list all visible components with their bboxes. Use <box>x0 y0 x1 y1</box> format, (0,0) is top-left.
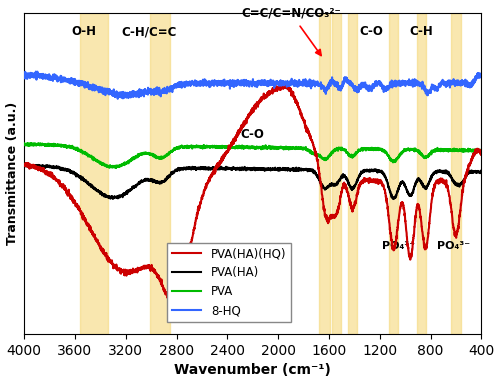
PVA(HA)(HQ) <box>282 82 288 87</box>
PVA(HA) <box>196 166 202 171</box>
PVA(HA)(HQ) <box>170 303 176 307</box>
8-HQ <box>196 81 202 85</box>
Text: PO₄³⁻: PO₄³⁻ <box>437 241 470 250</box>
PVA <box>420 155 426 159</box>
Text: C-O: C-O <box>359 25 383 38</box>
PVA(HA) <box>216 165 222 170</box>
Bar <box>150 13 170 334</box>
PVA(HA) <box>100 193 106 198</box>
Text: C-H: C-H <box>410 25 434 38</box>
8-HQ <box>21 74 27 78</box>
PVA(HA)(HQ) <box>216 163 222 168</box>
Text: C-O: C-O <box>241 128 264 141</box>
Bar <box>320 13 330 334</box>
PVA(HA)(HQ) <box>21 164 27 168</box>
PVA <box>28 141 34 145</box>
8-HQ <box>33 69 39 74</box>
Line: PVA(HA): PVA(HA) <box>24 165 481 199</box>
8-HQ <box>216 82 222 87</box>
PVA(HA) <box>420 184 426 189</box>
PVA(HA)(HQ) <box>470 155 476 159</box>
Text: O-H: O-H <box>72 25 96 38</box>
PVA <box>21 141 27 146</box>
X-axis label: Wavenumber (cm⁻¹): Wavenumber (cm⁻¹) <box>174 363 331 377</box>
PVA(HA) <box>470 170 476 174</box>
PVA(HA)(HQ) <box>196 203 202 207</box>
PVA <box>100 161 106 166</box>
PVA(HA) <box>478 169 484 173</box>
PVA(HA)(HQ) <box>420 237 426 242</box>
PVA <box>478 148 484 153</box>
PVA <box>113 165 119 170</box>
8-HQ <box>114 97 120 101</box>
8-HQ <box>74 81 80 85</box>
Line: PVA: PVA <box>24 143 481 168</box>
Bar <box>451 13 461 334</box>
Text: C-H/C=C: C-H/C=C <box>121 25 176 38</box>
Line: PVA(HA)(HQ): PVA(HA)(HQ) <box>24 85 481 305</box>
Bar <box>348 13 357 334</box>
PVA(HA)(HQ) <box>74 204 80 208</box>
Legend: PVA(HA)(HQ), PVA(HA), PVA, 8-HQ: PVA(HA)(HQ), PVA(HA), PVA, 8-HQ <box>167 243 291 322</box>
Bar <box>389 13 398 334</box>
8-HQ <box>478 74 484 78</box>
Bar <box>332 13 341 334</box>
Line: 8-HQ: 8-HQ <box>24 72 481 99</box>
PVA <box>470 148 476 152</box>
PVA(HA) <box>21 162 27 167</box>
Y-axis label: Transmittance (a.u.): Transmittance (a.u.) <box>6 102 18 245</box>
PVA <box>196 144 202 149</box>
PVA(HA) <box>74 173 80 177</box>
PVA(HA)(HQ) <box>478 152 484 157</box>
8-HQ <box>470 81 476 86</box>
Bar <box>80 13 108 334</box>
PVA(HA) <box>390 197 396 201</box>
PVA <box>74 147 80 152</box>
Bar <box>417 13 426 334</box>
PVA <box>216 144 222 149</box>
Text: C=C/C=N/CO₃²⁻: C=C/C=N/CO₃²⁻ <box>241 6 340 19</box>
8-HQ <box>100 88 106 93</box>
PVA(HA)(HQ) <box>100 249 106 254</box>
Text: PO₄³⁻: PO₄³⁻ <box>382 241 416 250</box>
8-HQ <box>420 84 426 88</box>
